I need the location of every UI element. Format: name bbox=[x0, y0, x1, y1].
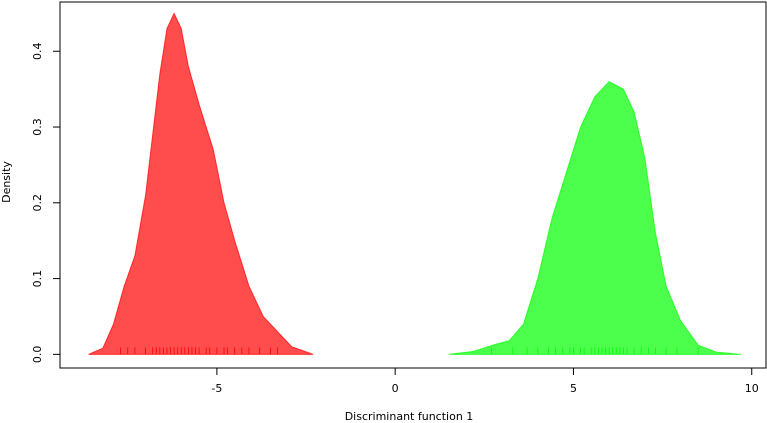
density-area bbox=[448, 80, 742, 355]
y-tick-label: 0.1 bbox=[31, 270, 44, 288]
plot-box bbox=[59, 1, 767, 369]
y-tick-label: 0.0 bbox=[31, 346, 44, 364]
x-tick-label: 0 bbox=[392, 382, 399, 395]
y-tick-label: 0.4 bbox=[31, 43, 44, 61]
x-tick-label: -5 bbox=[211, 382, 222, 395]
y-axis-label: Density bbox=[0, 161, 13, 203]
x-tick-label: 10 bbox=[745, 382, 759, 395]
y-tick-label: 0.3 bbox=[31, 118, 44, 136]
density-area bbox=[88, 12, 314, 355]
x-axis-label: Discriminant function 1 bbox=[345, 410, 474, 423]
y-tick-label: 0.2 bbox=[31, 194, 44, 212]
x-tick-label: 5 bbox=[570, 382, 577, 395]
